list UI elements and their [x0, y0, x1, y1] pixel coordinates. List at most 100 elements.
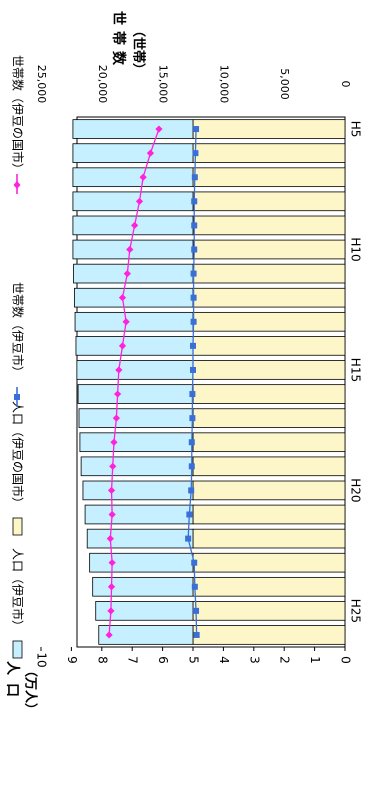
bar-izunokuni-population [192, 311, 346, 332]
bar-izunokuni-population [192, 263, 346, 284]
izunokuni-households-point [107, 486, 116, 495]
legend-label: 世帯数（伊豆市） [11, 282, 26, 378]
izunokuni-households-point [115, 366, 123, 374]
bar-izunokuni-population [192, 552, 346, 573]
bar-izu-population [72, 143, 194, 163]
left-axis-tick-label: 8 [95, 656, 109, 664]
bar-izu-population [92, 576, 194, 597]
legend-marker [14, 394, 20, 400]
bar-izu-population [84, 504, 194, 525]
izunokuni-households-point [107, 607, 115, 615]
legend-marker [13, 181, 21, 189]
bar-izu-population [82, 480, 194, 501]
izunokuni-households-point [126, 245, 134, 254]
izunokuni-households-point [112, 414, 120, 422]
bar-izu-population [73, 263, 194, 284]
izu-households-point [189, 415, 196, 422]
izu-households-point [190, 270, 197, 277]
izunokuni-households-point [110, 438, 118, 446]
izu-households-point [188, 439, 195, 446]
izunokuni-households-point [105, 631, 113, 639]
bar-izu-population [89, 552, 194, 573]
izu-households-point [189, 391, 196, 398]
right-axis-tick-label: 10,000 [217, 65, 230, 104]
bar-izunokuni-population [192, 456, 346, 477]
x-tick-label: H5 [349, 121, 363, 138]
izu-households-point [190, 294, 197, 301]
bar-izunokuni-population [192, 576, 346, 597]
izu-households-line [187, 129, 198, 635]
izunokuni-households-point [131, 221, 139, 230]
bar-izunokuni-population [192, 360, 346, 380]
left-axis-tick-label: 0 [339, 656, 353, 664]
izunokuni-households-point [114, 390, 122, 398]
legend-label: 世帯数（伊豆の国市） [11, 55, 26, 175]
izu-households-point [188, 463, 195, 470]
left-axis-tick-label: 1 [308, 656, 322, 664]
bar-izu-population [79, 432, 194, 453]
bar-izu-population [74, 287, 194, 308]
izunokuni-households-point [135, 197, 144, 205]
left-axis-tick-label: 3 [247, 656, 261, 664]
x-tick-label: H15 [349, 358, 363, 382]
bar-izunokuni-population [192, 215, 346, 236]
bar-izu-population [98, 625, 194, 645]
bar-izunokuni-population [192, 625, 346, 645]
izu-households-point [188, 487, 195, 494]
left-axis-tick-label: 7 [126, 656, 140, 664]
izu-households-point [191, 222, 198, 229]
izunokuni-households-point [139, 173, 147, 181]
right-axis-title-char: 数 [110, 51, 127, 66]
right-axis-tick-label: 5,000 [278, 68, 291, 100]
bar-izu-population [75, 336, 194, 356]
bar-izunokuni-population [192, 504, 346, 525]
izunokuni-households-point [118, 342, 127, 350]
izunokuni-households-line [108, 128, 160, 636]
left-axis-title-unit: （万人） [23, 664, 39, 716]
bar-izunokuni-population [192, 143, 346, 163]
izunokuni-households-point [118, 294, 127, 302]
left-axis-tick-label: 10 [35, 652, 49, 667]
izu-households-point [193, 607, 200, 614]
right-axis-title-char: 帯 [110, 31, 127, 45]
bar-izunokuni-population [192, 336, 346, 356]
bar-izu-population [76, 360, 194, 380]
izunokuni-households-point [123, 269, 131, 278]
legend-swatch [12, 517, 23, 536]
left-axis-tick-label: 6 [156, 656, 170, 664]
izunokuni-households-point [108, 559, 116, 567]
izunokuni-households-point [146, 149, 155, 157]
bar-izunokuni-population [192, 432, 346, 453]
bar-izunokuni-population [192, 191, 346, 212]
bar-izunokuni-population [192, 408, 346, 428]
bar-izu-population [95, 601, 194, 621]
izunokuni-households-point [122, 318, 130, 326]
x-tick-label: H25 [349, 599, 363, 623]
bar-izunokuni-population [192, 239, 346, 260]
izunokuni-households-point [107, 583, 116, 591]
bar-izu-population [72, 119, 194, 139]
bar-izu-population [86, 528, 194, 549]
izu-households-point [191, 583, 198, 590]
izu-households-point [190, 366, 196, 373]
bar-izu-population [72, 167, 194, 188]
bar-izunokuni-population [192, 119, 346, 139]
bar-izu-population [77, 384, 194, 404]
right-axis-title-unit: （世帯） [131, 24, 147, 76]
x-tick-label: H20 [349, 478, 363, 502]
izu-households-point [191, 246, 198, 253]
izu-households-point [191, 174, 198, 181]
bar-izunokuni-population [192, 167, 346, 188]
right-axis-tick-label: 20,000 [96, 65, 109, 104]
legend-label: 人口（伊豆市） [11, 548, 26, 632]
right-axis-title-char: 世 [110, 11, 127, 25]
bar-izunokuni-population [192, 384, 346, 404]
bar-izunokuni-population [192, 480, 346, 501]
legend-label: 人口（伊豆の国市） [11, 401, 26, 509]
x-tick-label: H10 [349, 237, 363, 261]
left-axis-tick-label: 4 [217, 656, 231, 664]
left-axis-tick-label: 5 [187, 656, 201, 664]
izu-households-point [190, 318, 197, 325]
